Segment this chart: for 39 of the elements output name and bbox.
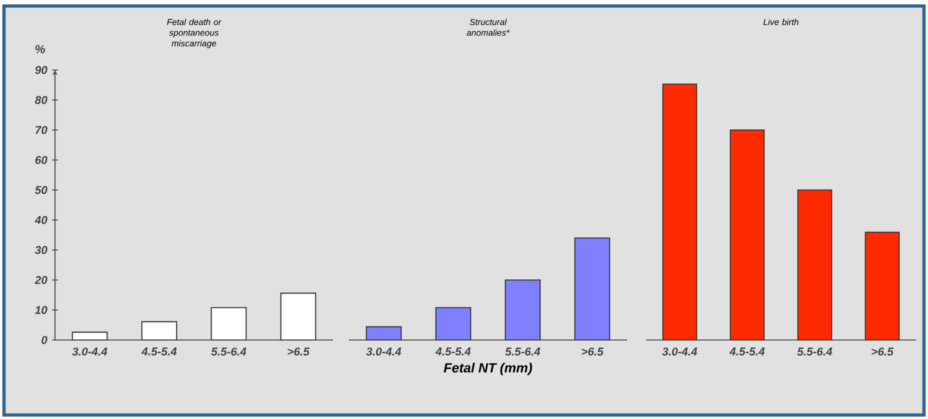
bar [797,189,832,341]
x-tick-label: >6.5 [288,348,310,356]
bar [280,292,316,341]
x-tick-label: 5.5-6.4 [211,348,246,356]
y-axis-title: % [35,44,45,54]
x-tick-label: >6.5 [872,348,894,356]
bar [141,321,178,341]
x-tick-label: 5.5-6.4 [505,348,540,356]
bar [366,326,402,341]
chart-title: Fetal death or spontaneous miscarriage [167,18,222,48]
y-tick-label: 30 [34,246,48,254]
x-tick-label: 4.5-5.4 [141,348,177,356]
y-tick-label: 90 [35,66,48,74]
bar [72,332,108,341]
y-tick-label: 0 [42,336,48,344]
bar [864,232,900,341]
y-tick-label: 20 [34,276,48,284]
bar [210,307,247,341]
x-tick-label: 3.0-4.4 [366,348,402,356]
bar [574,237,610,341]
y-tick-label: 60 [35,156,48,164]
x-tick-label: 4.5-5.4 [729,348,765,356]
chart-title: Live birth [763,18,798,26]
y-tick-label: 10 [35,306,48,314]
chart-title: Structural anomalies* [466,18,510,36]
x-tick-label: 3.0-4.4 [662,348,698,356]
bar [730,129,765,341]
bar [662,84,698,341]
x-axis-title: Fetal NT (mm) [444,362,532,376]
y-tick-label: 80 [34,96,48,104]
bar [435,307,472,341]
y-tick-label: 50 [34,186,48,194]
x-tick-label: 3.0-4.4 [72,348,108,356]
bar [504,279,541,341]
x-tick-label: 4.5-5.4 [435,348,471,356]
x-tick-label: >6.5 [582,348,604,356]
y-tick-label: 70 [36,126,48,134]
x-tick-label: 5.5-6.4 [797,348,832,356]
y-tick-label: 40 [34,216,48,224]
